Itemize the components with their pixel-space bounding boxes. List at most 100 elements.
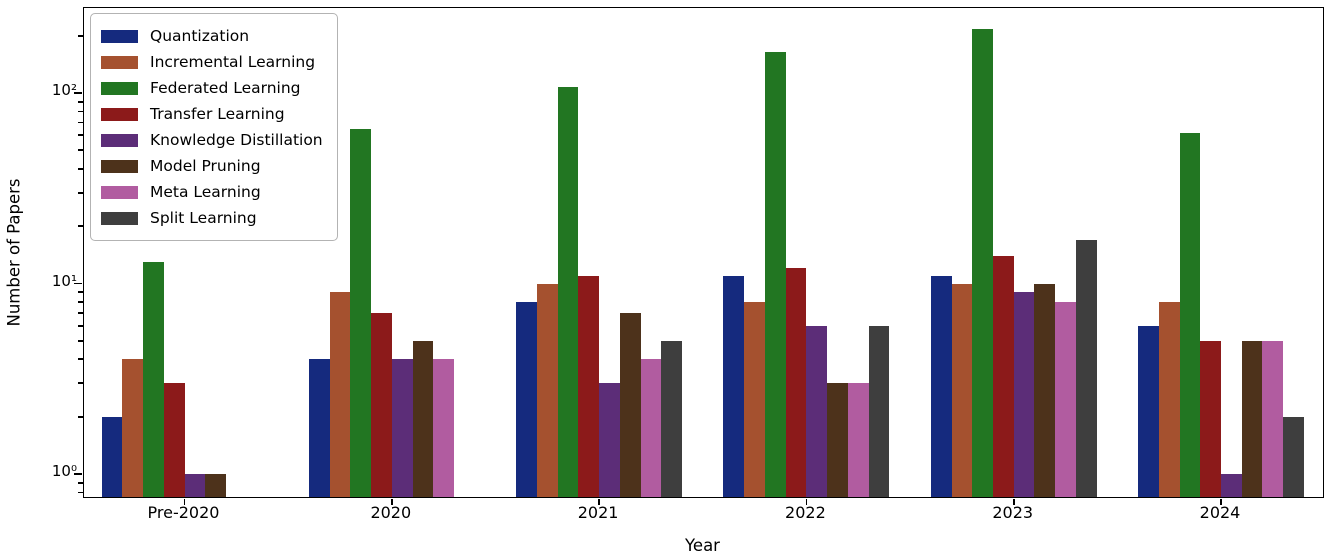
legend-label: Incremental Learning [150,53,316,71]
x-axis-tick-label: 2022 [785,503,826,522]
bar-federated-learning-2020 [350,128,371,497]
y-axis-major-tick [74,92,82,94]
legend-label: Meta Learning [150,183,261,201]
bar-federated-learning-2023 [972,28,993,497]
y-axis-title: Number of Papers [4,178,24,327]
x-axis-tick [183,499,186,505]
bar-federated-learning-2021 [558,86,578,497]
x-axis-tick [1220,499,1222,505]
legend-item: Split Learning [101,205,323,231]
bar-incremental-learning-2021 [537,283,558,497]
x-axis-tick-label: 2021 [577,503,619,522]
x-axis-tick [390,499,393,505]
x-axis-tick [805,499,808,505]
y-axis-tick-label: 10² [51,81,77,99]
x-axis-tick [1012,499,1015,505]
bar-model-pruning-2020 [413,340,433,497]
y-axis-minor-tick [78,358,83,361]
y-axis-minor-tick [78,34,83,37]
legend-item: Quantization [101,23,323,49]
bar-knowledge-distillation-2020 [392,359,413,497]
bar-quantization-2023 [931,275,952,497]
y-axis-major-tick [74,473,82,475]
bar-knowledge-distillation-2024 [1221,474,1242,497]
bar-model-pruning-2023 [1034,283,1055,497]
bar-federated-learning-2022 [765,52,786,497]
bar-meta-learning-2020 [433,359,454,497]
x-axis-tick-label: 2020 [370,503,412,522]
bar-split-learning-2023 [1076,239,1097,497]
legend-swatch-icon [101,185,138,199]
bar-incremental-learning-2024 [1159,301,1180,497]
bar-model-pruning-2022 [827,383,848,497]
legend-label: Federated Learning [150,79,301,97]
y-axis-tick-label: 10⁰ [51,462,77,480]
bar-incremental-learning-2020 [330,292,350,497]
legend-swatch-icon [101,211,138,225]
bar-incremental-learning-2023 [952,283,972,497]
bar-knowledge-distillation-2023 [1014,292,1034,497]
legend: Quantization Incremental Learning Federate… [90,13,338,241]
bar-transfer-learning-2020 [371,313,392,497]
y-axis-minor-tick [78,312,83,314]
x-axis-tick-label: Pre-2020 [147,503,220,522]
y-axis-minor-tick [78,110,83,113]
bar-quantization-2022 [723,275,744,497]
bar-knowledge-distillation-2022 [806,325,827,497]
y-axis-minor-tick [78,291,83,294]
bar-quantization-2020 [309,359,330,497]
legend-swatch-icon [101,159,138,173]
bar-model-pruning-2021 [620,313,641,497]
legend-item: Federated Learning [101,75,323,101]
legend-label: Quantization [150,27,250,45]
x-axis-tick-label: 2023 [992,503,1034,522]
y-axis-minor-tick [78,134,83,137]
bar-transfer-learning-2022 [786,268,806,497]
y-axis-minor-tick [78,491,83,494]
bar-meta-learning-2024 [1262,340,1283,497]
plot-area [74,7,1324,505]
y-axis-major-tick [74,282,82,285]
legend-swatch-icon [101,133,138,147]
legend-item: Meta Learning [101,179,323,205]
legend-item: Incremental Learning [101,49,323,75]
bar-federated-learning-2024 [1180,132,1200,497]
legend-label: Split Learning [150,209,257,227]
y-axis-tick-label: 10¹ [51,271,77,290]
y-axis-minor-tick [78,415,83,418]
legend-label: Model Pruning [150,157,261,175]
y-axis-minor-tick [78,121,83,124]
legend-label: Knowledge Distillation [150,131,323,149]
y-axis-minor-tick [78,382,83,384]
bar-knowledge-distillation-pre-2020 [185,474,205,497]
y-axis-minor-tick [78,225,83,228]
y-axis-minor-tick [78,167,83,170]
legend-item: Knowledge Distillation [101,127,323,153]
legend-swatch-icon [101,81,138,95]
bar-quantization-pre-2020 [102,416,122,497]
legend-item: Model Pruning [101,153,323,179]
bar-split-learning-2021 [661,340,682,497]
bar-model-pruning-pre-2020 [205,474,226,497]
bar-transfer-learning-pre-2020 [164,383,185,497]
y-axis-minor-tick [78,191,83,194]
y-axis-minor-tick [78,149,83,152]
bar-split-learning-2024 [1283,416,1304,497]
x-axis-title: Year [685,536,720,555]
legend-label: Transfer Learning [150,105,285,123]
bar-transfer-learning-2023 [993,255,1014,497]
legend-swatch-icon [101,107,138,121]
bar-model-pruning-2024 [1242,340,1262,497]
legend-item: Transfer Learning [101,101,323,127]
bar-quantization-2024 [1138,325,1159,497]
y-axis-minor-tick [78,301,83,303]
x-axis-tick [598,499,600,505]
bar-split-learning-2022 [869,325,889,497]
y-axis-minor-tick [78,481,83,484]
bar-federated-learning-pre-2020 [143,261,164,497]
legend-swatch-icon [101,29,138,43]
y-axis-minor-tick [78,339,83,342]
bar-incremental-learning-pre-2020 [122,359,143,497]
bar-meta-learning-2021 [641,359,661,497]
